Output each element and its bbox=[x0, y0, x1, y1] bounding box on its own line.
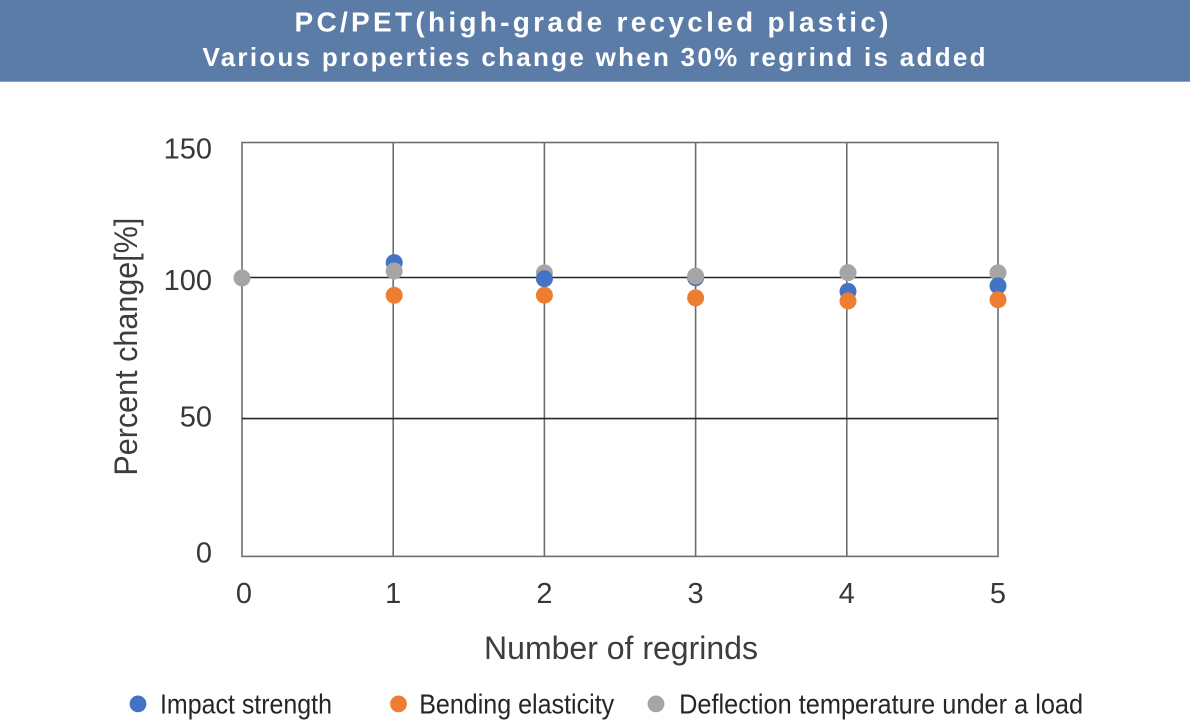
svg-text:Number of regrinds: Number of regrinds bbox=[484, 630, 758, 666]
svg-text:50: 50 bbox=[180, 402, 212, 434]
svg-text:150: 150 bbox=[164, 133, 212, 165]
svg-text:3: 3 bbox=[688, 578, 704, 610]
svg-text:PC/PET(high-grade recycled pla: PC/PET(high-grade recycled plastic) bbox=[295, 7, 889, 38]
svg-text:2: 2 bbox=[536, 578, 552, 610]
svg-text:0: 0 bbox=[196, 537, 212, 569]
svg-text:Impact strength: Impact strength bbox=[160, 689, 332, 720]
svg-text:Bending elasticity: Bending elasticity bbox=[419, 689, 614, 720]
svg-text:Percent change[%]: Percent change[%] bbox=[108, 218, 144, 476]
svg-text:5: 5 bbox=[990, 578, 1006, 610]
svg-text:100: 100 bbox=[164, 265, 212, 297]
svg-text:4: 4 bbox=[839, 578, 855, 610]
svg-text:Deflection temperature under a: Deflection temperature under a load bbox=[679, 689, 1083, 720]
svg-text:0: 0 bbox=[236, 578, 252, 610]
svg-text:1: 1 bbox=[385, 578, 401, 610]
